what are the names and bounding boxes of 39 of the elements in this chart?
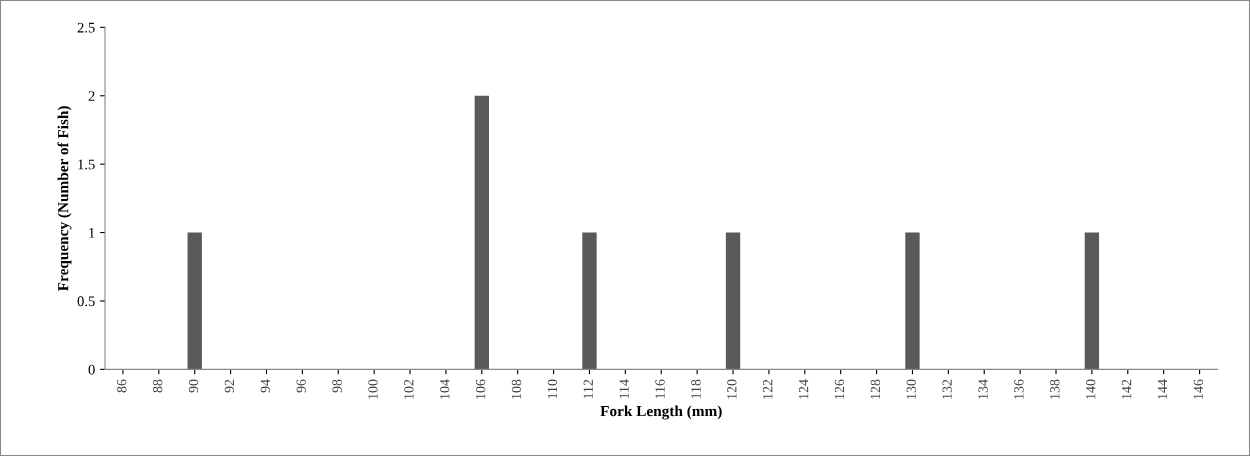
y-tick-label: 0 — [88, 364, 95, 375]
x-tick-label: 138 — [1050, 379, 1060, 399]
x-tick-label: 118 — [691, 379, 701, 399]
x-tick-label: 100 — [368, 379, 378, 399]
x-tick-label: 112 — [583, 379, 593, 399]
x-tick-label: 140 — [1086, 379, 1096, 399]
y-tick-label: 2 — [88, 91, 95, 101]
y-axis-title: Frequency (Number of Fish) — [57, 106, 72, 291]
x-tick-label: 108 — [511, 379, 522, 399]
x-tick-label: 116 — [655, 379, 665, 399]
x-tick-label: 94 — [260, 379, 270, 393]
x-tick-label: 120 — [727, 379, 737, 399]
x-tick-label: 110 — [547, 379, 558, 399]
x-tick-label: 134 — [978, 379, 988, 399]
y-tick-label: 2.5 — [77, 22, 95, 33]
x-tick-label: 146 — [1193, 379, 1204, 399]
x-tick-label: 136 — [1014, 379, 1024, 399]
x-tick-label: 130 — [906, 379, 916, 399]
y-tick-label: 1.5 — [78, 159, 95, 170]
y-tick-label: 0.5 — [77, 296, 95, 307]
x-tick-label: 98 — [332, 379, 342, 393]
x-tick-label: 132 — [942, 379, 952, 399]
x-axis-title: Fork Length (mm) — [600, 405, 722, 420]
x-tick-label: 114 — [619, 379, 629, 399]
x-tick-label: 126 — [834, 379, 845, 399]
y-tick-label: 1 — [89, 227, 95, 238]
x-tick-label: 102 — [404, 379, 414, 399]
x-tick-label: 88 — [152, 379, 163, 393]
x-tick-label: 96 — [296, 379, 306, 393]
x-tick-label: 144 — [1157, 379, 1168, 399]
x-tick-label: 142 — [1121, 379, 1132, 399]
x-tick-label: 122 — [763, 379, 773, 399]
x-tick-label: 92 — [224, 379, 235, 393]
x-tick-label: 124 — [798, 379, 809, 399]
x-tick-label: 86 — [117, 379, 127, 393]
x-tick-label: 90 — [188, 379, 199, 393]
x-tick-label: 104 — [440, 379, 450, 399]
x-tick-label: 128 — [870, 379, 881, 399]
x-tick-label: 106 — [475, 379, 486, 399]
